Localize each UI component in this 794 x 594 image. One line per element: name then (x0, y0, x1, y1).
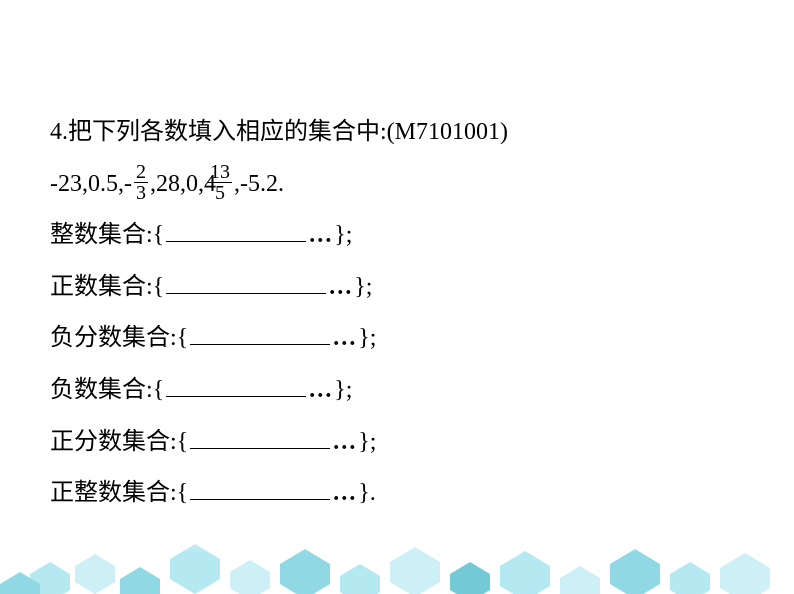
ellipsis-3: … (332, 325, 358, 351)
set-1-label: 整数集合:{ (50, 222, 164, 248)
set-line-4: 负数集合:{ …}; (50, 368, 744, 414)
set-6-end: }. (358, 480, 376, 506)
fraction-2-denominator: 5 (208, 183, 232, 203)
numbers-suffix: ,-5.2. (234, 162, 284, 208)
set-1-end: }; (334, 222, 352, 248)
background-decoration (0, 504, 794, 594)
set-2-end: }; (354, 274, 372, 300)
set-line-2: 正数集合:{ …}; (50, 265, 744, 311)
fraction-1: 2 3 (134, 162, 148, 203)
blank-6 (190, 482, 330, 500)
numbers-prefix: -23,0.5,- (50, 162, 132, 208)
blank-5 (190, 431, 330, 449)
fraction-1-numerator: 2 (134, 162, 148, 183)
set-2-label: 正数集合:{ (50, 274, 164, 300)
set-5-end: }; (358, 429, 376, 455)
set-line-1: 整数集合:{ …}; (50, 213, 744, 259)
blank-2 (166, 276, 326, 294)
question-line: 4.把下列各数填入相应的集合中:(M7101001) (50, 110, 744, 156)
question-text: 把下列各数填入相应的集合中:(M7101001) (68, 119, 508, 145)
fraction-2-numerator: 13 (208, 162, 232, 183)
set-5-label: 正分数集合:{ (50, 429, 188, 455)
ellipsis-1: … (308, 222, 334, 248)
set-4-label: 负数集合:{ (50, 377, 164, 403)
ellipsis-6: … (332, 480, 358, 506)
set-3-end: }; (358, 325, 376, 351)
fraction-1-denominator: 3 (134, 183, 148, 203)
set-4-end: }; (334, 377, 352, 403)
numbers-line: -23,0.5,- 2 3 ,28,0,4 13 5 ,-5.2. (50, 162, 744, 208)
set-3-label: 负分数集合:{ (50, 325, 188, 351)
question-number: 4. (50, 119, 68, 145)
blank-1 (166, 224, 306, 242)
content-area: 4.把下列各数填入相应的集合中:(M7101001) -23,0.5,- 2 3… (0, 0, 794, 517)
blank-3 (190, 327, 330, 345)
ellipsis-2: … (328, 274, 354, 300)
set-6-label: 正整数集合:{ (50, 480, 188, 506)
blank-4 (166, 379, 306, 397)
numbers-mid: ,28,0,4 (150, 162, 216, 208)
set-line-6: 正整数集合:{ …}. (50, 471, 744, 517)
set-line-3: 负分数集合:{ …}; (50, 316, 744, 362)
ellipsis-5: … (332, 429, 358, 455)
ellipsis-4: … (308, 377, 334, 403)
set-line-5: 正分数集合:{ …}; (50, 420, 744, 466)
fraction-2: 13 5 (208, 162, 232, 203)
